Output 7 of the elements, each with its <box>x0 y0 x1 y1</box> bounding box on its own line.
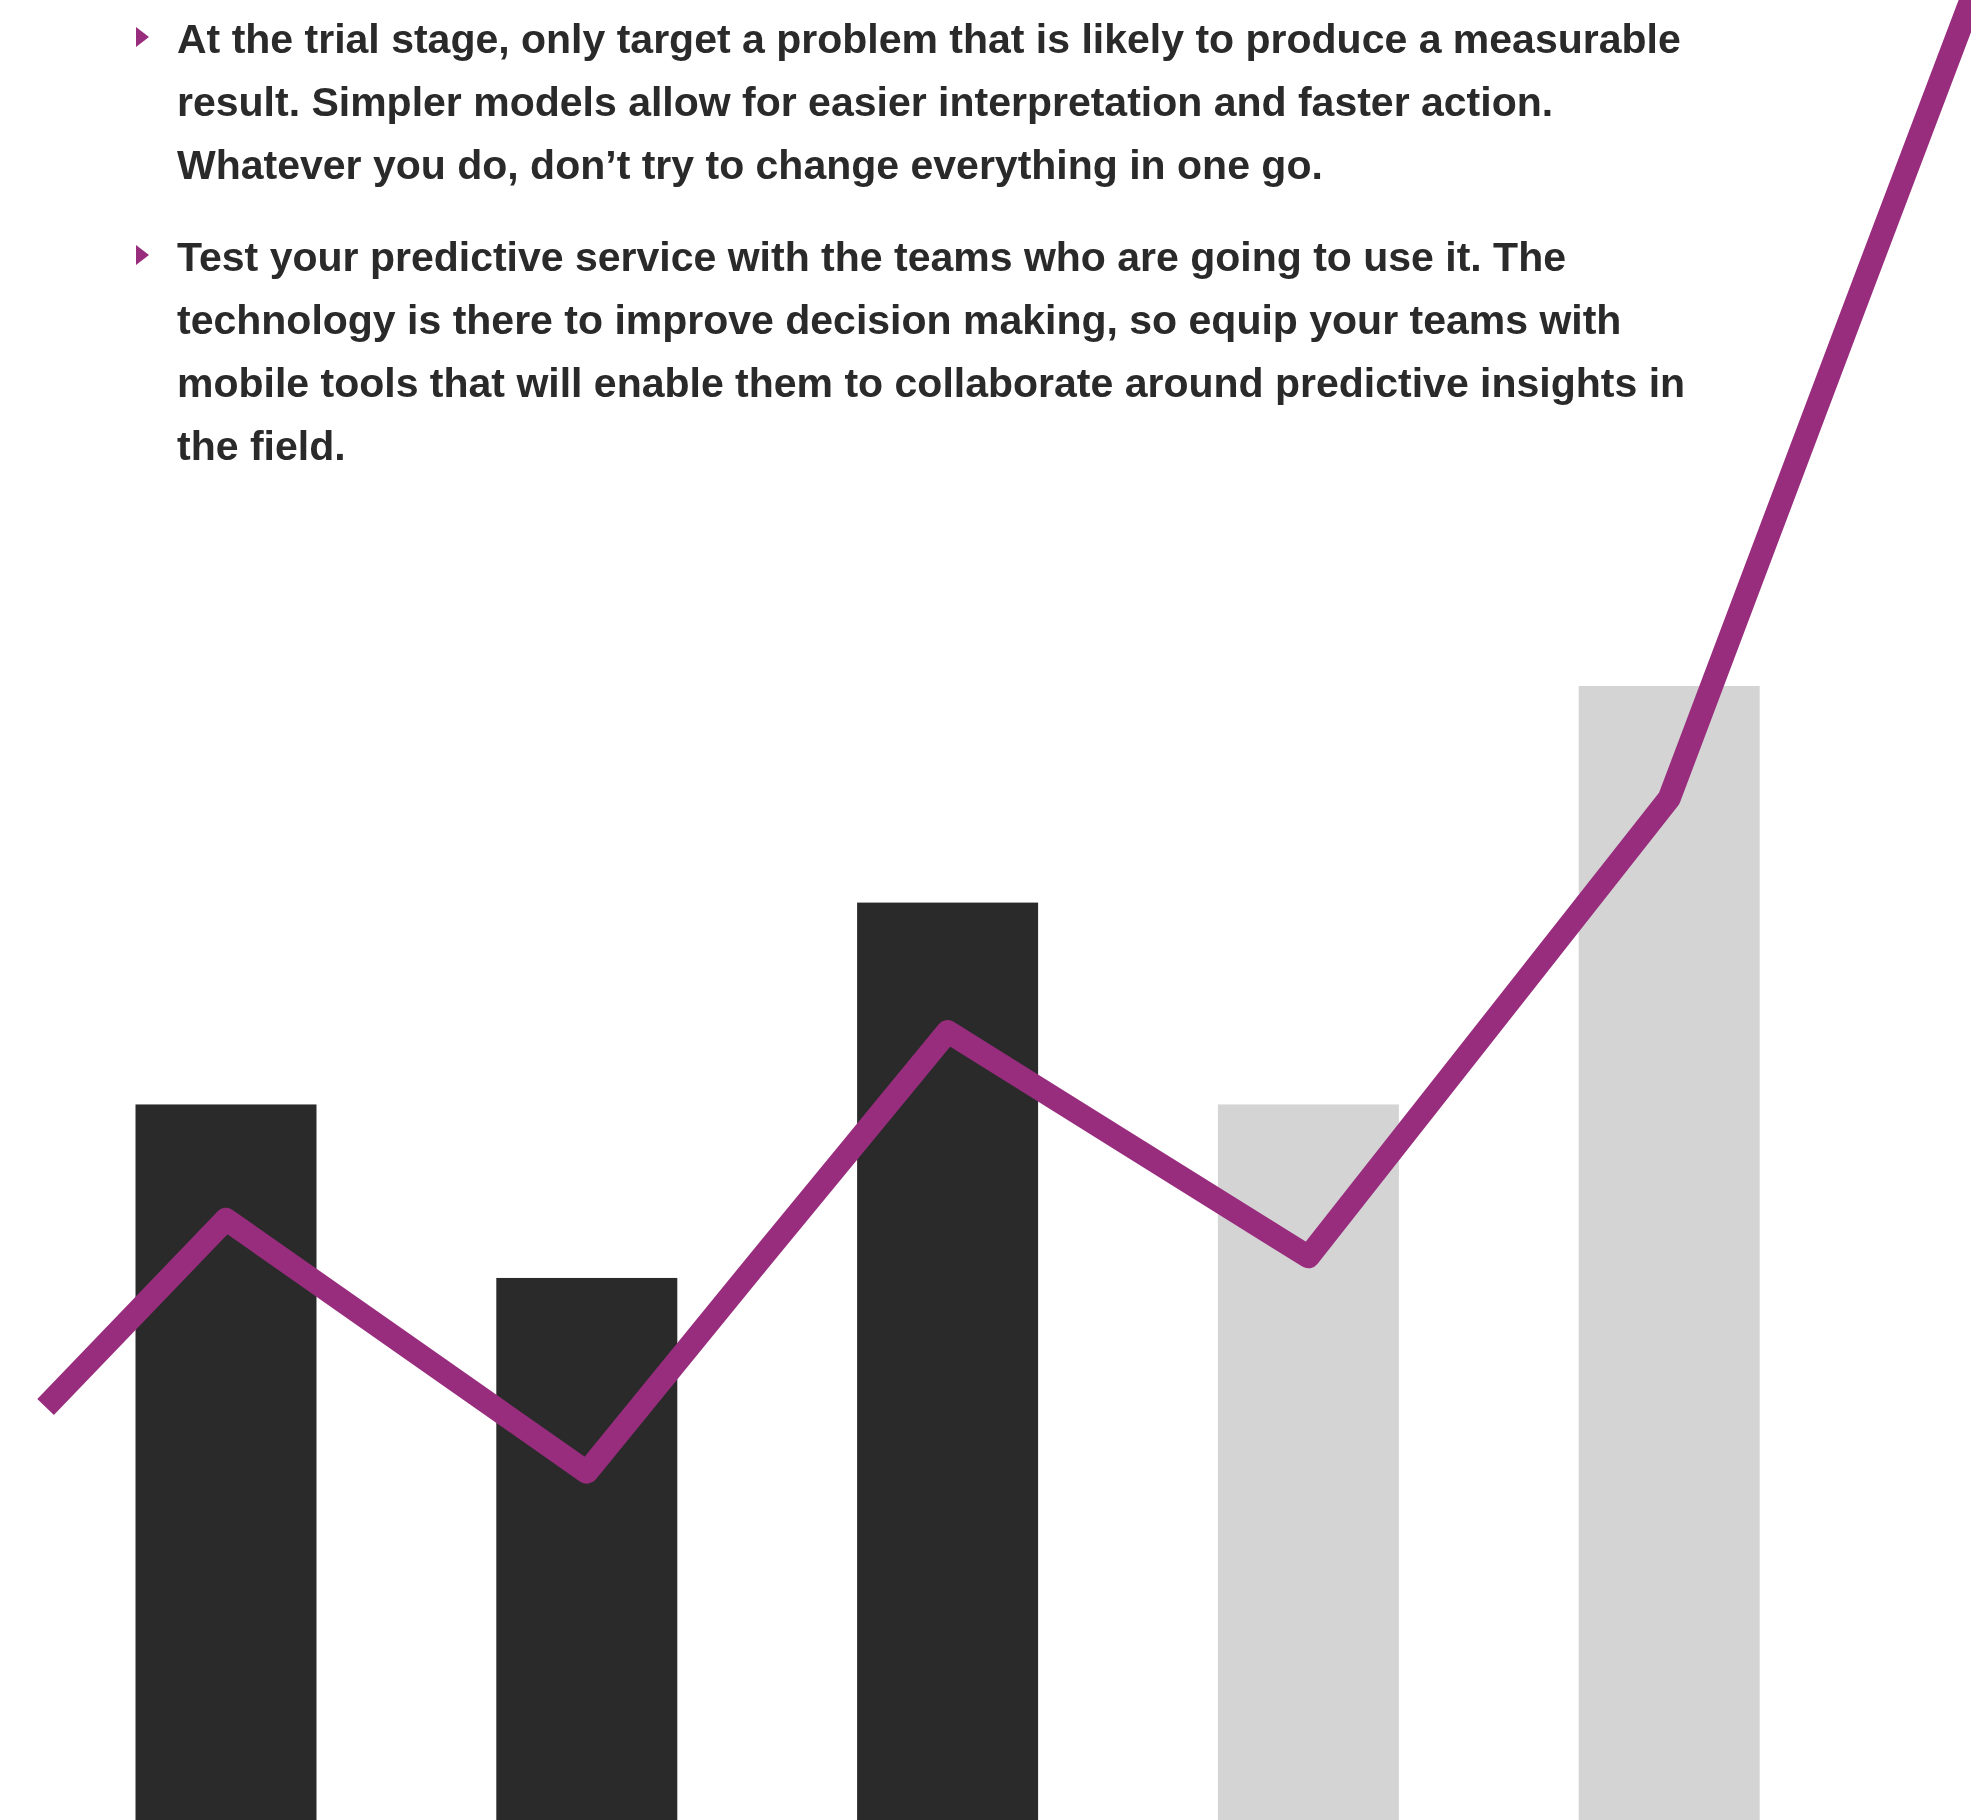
bar <box>1578 686 1760 1820</box>
bar <box>1217 1104 1399 1820</box>
bar <box>496 1277 678 1820</box>
annotation: At the trial stage, only target a problem that is likely to produce a measurable result. Simpler models allow for easier interpretation and faster action. Whatever you do, don’t try to change everything in one go. <box>177 16 1681 188</box>
annotation: Test your predictive service with the teams who are going to use it. The technology is there to improve decision making, so equip your teams with mobile tools that will enable them to collaborate around predictive insights in the field. <box>177 234 1686 469</box>
bar <box>135 1104 317 1820</box>
bar <box>857 902 1039 1820</box>
